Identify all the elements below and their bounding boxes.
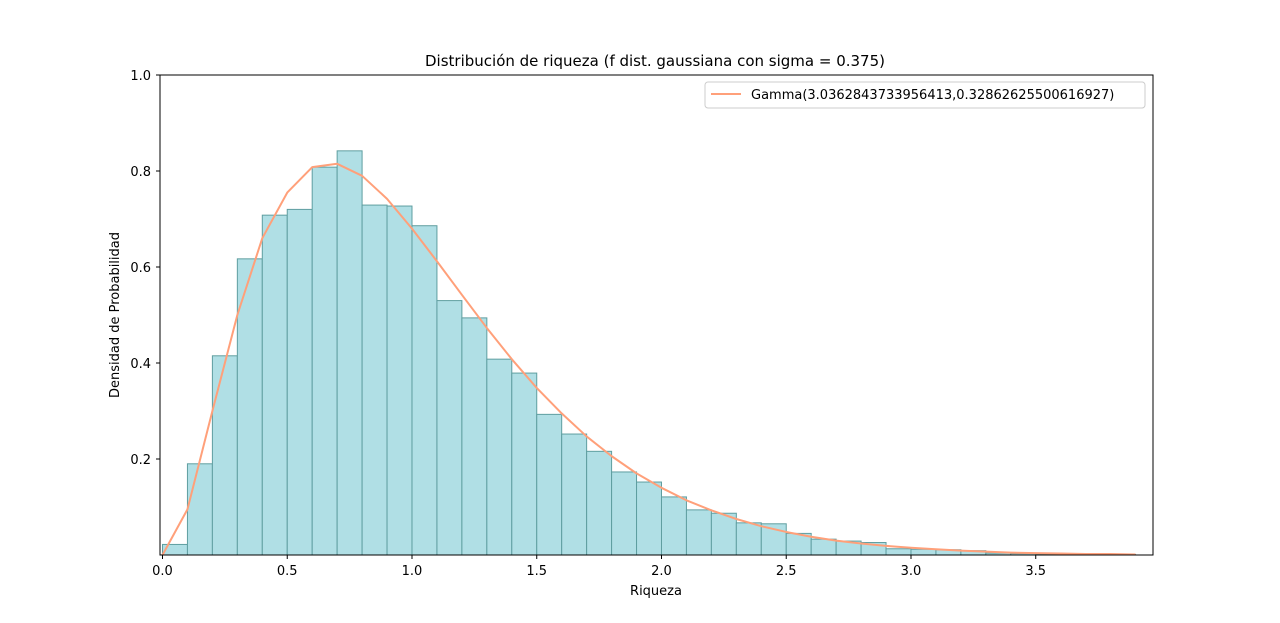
line-layer (161, 162, 1136, 556)
y-tick-label: 0.4 (130, 357, 151, 372)
x-axis-ticks: 0.0 0.5 1.0 1.5 2.0 2.5 3.0 3.5 (152, 555, 1046, 579)
chart-title: Distribución de riqueza (f dist. gaussia… (425, 52, 885, 70)
histogram-bar (461, 317, 488, 556)
histogram-bar (286, 208, 313, 556)
histogram-bar (885, 548, 912, 556)
x-tick-label: 0.5 (277, 564, 298, 579)
bars-layer (161, 150, 1137, 556)
histogram-bar (561, 433, 588, 556)
histogram-bar (186, 463, 213, 556)
y-tick-label: 0.6 (130, 261, 151, 276)
histogram-bar (710, 512, 737, 556)
x-tick-label: 2.5 (776, 564, 797, 579)
histogram-bar (735, 522, 762, 556)
x-tick-label: 2.0 (651, 564, 672, 579)
histogram-bar (211, 355, 238, 556)
x-tick-label: 1.5 (526, 564, 547, 579)
x-tick-label: 3.5 (1025, 564, 1046, 579)
histogram-bar (261, 214, 288, 556)
histogram-bar (386, 205, 413, 556)
y-axis-ticks: 0.2 0.4 0.6 0.8 1.0 (130, 69, 160, 468)
histogram-bar (910, 548, 937, 556)
histogram-bar (810, 538, 837, 556)
legend-label-gamma: Gamma(3.0362843733956413,0.3286262550061… (751, 88, 1114, 103)
y-tick-label: 0.8 (130, 165, 151, 180)
histogram-bar (486, 358, 513, 556)
histogram-bar (311, 166, 338, 556)
y-tick-label: 1.0 (130, 69, 151, 84)
histogram-bar (611, 471, 638, 556)
histogram-bar (586, 450, 613, 556)
legend-box (704, 81, 1146, 109)
x-axis-label: Riqueza (630, 584, 682, 599)
y-axis-label: Densidad de Probabilidad (108, 232, 123, 398)
histogram-bar (436, 300, 463, 556)
histogram-bar (636, 481, 662, 556)
histogram-bar (660, 496, 687, 556)
x-tick-label: 0.0 (152, 564, 173, 579)
histogram-bar (685, 509, 712, 556)
legend: Gamma(3.0362843733956413,0.3286262550061… (704, 81, 1146, 109)
y-tick-label: 0.2 (130, 453, 151, 468)
histogram-bar (536, 413, 563, 556)
x-tick-label: 1.0 (402, 564, 423, 579)
histogram-bar (361, 204, 388, 556)
histogram-bar (511, 372, 538, 556)
x-tick-label: 3.0 (901, 564, 922, 579)
histogram-bar (411, 225, 438, 556)
series-line-gamma (161, 162, 1136, 556)
histogram-bar (336, 150, 363, 556)
plot-frame (159, 74, 1154, 556)
